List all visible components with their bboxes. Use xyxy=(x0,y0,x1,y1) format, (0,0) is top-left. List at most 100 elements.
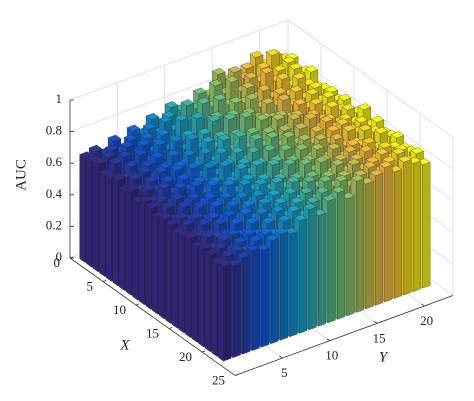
bar-top xyxy=(160,175,174,183)
bar-top xyxy=(226,228,240,236)
bar-top xyxy=(161,201,175,209)
bar-top xyxy=(242,228,256,236)
bar-top xyxy=(358,124,372,132)
bar-top xyxy=(209,200,223,208)
bar-top xyxy=(124,160,139,168)
bar-top xyxy=(203,192,217,200)
bar-top xyxy=(222,179,236,186)
bar-top xyxy=(191,112,205,119)
bar-top xyxy=(318,175,332,183)
bar-top xyxy=(333,153,348,161)
bar-top xyxy=(290,196,304,204)
bar-top xyxy=(311,143,325,151)
bar-top xyxy=(357,103,371,111)
bar-top xyxy=(305,88,319,96)
x-tick-label: 25 xyxy=(212,372,225,387)
bar-top xyxy=(337,169,351,177)
bar-top xyxy=(241,199,256,207)
bar-top xyxy=(258,228,273,235)
bar-top xyxy=(198,147,212,155)
bar-top xyxy=(369,169,383,177)
bar-top xyxy=(314,133,328,141)
bar-top xyxy=(297,133,312,141)
bar-top xyxy=(282,158,296,166)
bar-top xyxy=(287,205,301,212)
bar-top xyxy=(241,81,255,89)
bar-top xyxy=(140,159,155,167)
bar-top xyxy=(266,158,280,166)
bar-top xyxy=(322,194,336,202)
bar-top xyxy=(142,122,157,130)
bar-side xyxy=(299,218,308,334)
bar-top xyxy=(229,217,243,225)
bar-top xyxy=(293,98,307,106)
bar-top xyxy=(220,249,235,257)
bar-top xyxy=(349,153,364,161)
bar-side xyxy=(99,171,105,277)
bar-side xyxy=(132,198,138,301)
bar-top xyxy=(138,195,153,203)
bar-side xyxy=(152,213,158,315)
bar-side xyxy=(346,196,355,317)
bar-top xyxy=(239,207,253,215)
bar-top xyxy=(233,236,247,244)
bar-top xyxy=(209,79,223,87)
bar-top xyxy=(102,151,116,158)
bar-top xyxy=(287,113,301,120)
x-tick-label: 0 xyxy=(54,255,61,270)
bar-top xyxy=(310,125,324,133)
bar-side xyxy=(125,187,132,296)
bar-side xyxy=(204,251,211,352)
bar-top xyxy=(363,161,377,169)
bar-top xyxy=(166,149,180,157)
bar-top xyxy=(134,148,148,156)
bar-top xyxy=(223,113,237,120)
bar-side xyxy=(422,161,431,289)
y-tick xyxy=(373,320,378,324)
bar-top xyxy=(271,205,285,213)
bar-top xyxy=(228,66,242,73)
bar-top xyxy=(214,147,228,154)
bar-top xyxy=(161,111,176,118)
z-tick-label: 0.4 xyxy=(46,186,63,201)
bar-top xyxy=(246,244,260,252)
bar-side xyxy=(289,231,298,337)
bar-top xyxy=(225,75,239,83)
bar-top xyxy=(292,72,306,80)
bar-side xyxy=(318,212,327,327)
bar-top xyxy=(302,175,316,183)
bar-top xyxy=(177,200,191,208)
bar-top xyxy=(126,124,141,132)
bar-top xyxy=(202,161,216,169)
bar-top xyxy=(410,147,424,155)
bar-side xyxy=(158,215,165,320)
bar-top xyxy=(353,169,367,177)
bar-top xyxy=(154,166,168,173)
bar-side xyxy=(337,190,345,320)
bar-side xyxy=(171,229,178,329)
bar-top xyxy=(256,62,270,69)
bar-top xyxy=(112,173,126,181)
bar-top xyxy=(245,217,259,224)
bar-side xyxy=(218,262,224,362)
bar-top xyxy=(382,156,396,163)
bar-top xyxy=(176,173,190,181)
bar-top xyxy=(239,111,253,118)
bar-top xyxy=(274,197,288,205)
bar-top xyxy=(206,211,221,219)
bar-top xyxy=(390,131,404,139)
bar-top xyxy=(165,218,179,226)
y-tick xyxy=(279,355,283,359)
x-tick-label: 15 xyxy=(146,325,159,340)
bar-side xyxy=(165,221,171,324)
bar-top xyxy=(105,144,119,152)
bar-top xyxy=(251,189,265,197)
bar-side xyxy=(270,238,279,344)
bar-top xyxy=(190,179,204,187)
bar-top xyxy=(343,145,357,153)
bar-side xyxy=(280,231,289,341)
bar-top xyxy=(193,87,207,95)
bar-top xyxy=(303,203,317,210)
bar-top xyxy=(305,170,319,178)
bar-top xyxy=(270,176,284,184)
